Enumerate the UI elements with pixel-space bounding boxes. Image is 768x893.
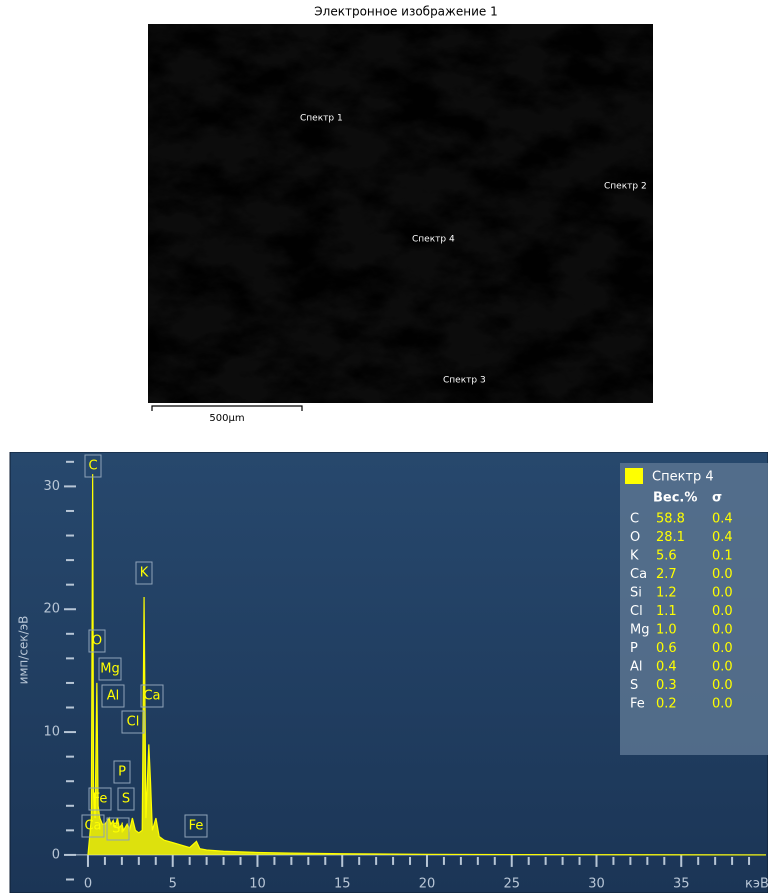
x-axis-label: кэВ: [745, 877, 768, 892]
legend-header: Вес.%: [653, 491, 697, 506]
legend-box: [620, 463, 768, 755]
legend-cell: 0.0: [712, 678, 733, 693]
peak-label: Si: [112, 822, 124, 837]
x-tick-label: 20: [419, 877, 436, 892]
peak-label-box: [140, 684, 164, 708]
peak-label: Fe: [93, 792, 108, 807]
spectrum-line: [87, 474, 767, 856]
y-axis-label: имп/сек/эВ: [17, 616, 31, 685]
peak-label: Mg: [100, 662, 119, 677]
legend-cell: 0.1: [712, 549, 733, 564]
x-tick-label: 35: [673, 877, 690, 892]
legend-cell: 28.1: [656, 530, 685, 545]
legend-cell: Ca: [630, 567, 647, 582]
image-title: Электронное изображение 1: [314, 5, 497, 19]
legend-cell: 0.3: [656, 678, 677, 693]
legend-cell: Fe: [630, 697, 645, 712]
peak-label-box: [84, 454, 102, 478]
legend-cell: 0.0: [712, 697, 733, 712]
legend-cell: 0.0: [712, 604, 733, 619]
x-tick-label: 30: [588, 877, 605, 892]
peak-label: P: [118, 765, 126, 780]
scale-bar-label: 500µm: [209, 413, 244, 424]
legend-cell: Cl: [630, 604, 643, 619]
peak-label-box: [88, 787, 112, 811]
legend-cell: 0.0: [712, 641, 733, 656]
peak-label-box: [101, 684, 125, 708]
sem-panel: Электронное изображение 1 Спектр 1 Спект…: [148, 5, 653, 424]
y-tick-label: 30: [43, 479, 60, 494]
peak-label: Fe: [189, 819, 204, 834]
peak-label: K: [140, 566, 149, 581]
peak-label-box: [121, 710, 145, 734]
peak-label-box: [81, 814, 105, 838]
legend-cell: 0.0: [712, 660, 733, 675]
peak-label: Ca: [143, 689, 160, 704]
peak-label-box: [106, 817, 130, 841]
spectrum-label: Спектр 3: [443, 376, 486, 386]
peak-label-box: [113, 760, 131, 784]
legend-cell: 2.7: [656, 567, 677, 582]
peak-label: Ca: [84, 819, 101, 834]
legend-cell: 0.0: [712, 623, 733, 638]
x-tick-label: 25: [503, 877, 520, 892]
peak-label: S: [122, 792, 130, 807]
legend-cell: O: [630, 530, 640, 545]
y-tick-label: 0: [52, 847, 60, 862]
x-tick-label: 0: [84, 877, 92, 892]
legend-cell: S: [630, 678, 638, 693]
peak-label: O: [92, 634, 102, 649]
peak-label: Cl: [127, 715, 140, 730]
legend-cell: 1.2: [656, 586, 677, 601]
y-tick-label: 20: [43, 602, 60, 617]
sem-texture: [148, 24, 653, 403]
x-tick-label: 15: [334, 877, 351, 892]
peak-label-box: [88, 629, 106, 653]
x-tick-label: 10: [249, 877, 266, 892]
legend-cell: 0.4: [712, 512, 733, 527]
legend-entry: Спектр 4: [652, 470, 714, 485]
legend-cell: 0.2: [656, 697, 677, 712]
spectrum-label: Спектр 2: [604, 182, 647, 192]
y-tick-label: 10: [43, 725, 60, 740]
legend-cell: Mg: [630, 623, 649, 638]
legend-header: σ: [712, 491, 722, 506]
legend-cell: Al: [630, 660, 643, 675]
legend-cell: 1.0: [656, 623, 677, 638]
legend-cell: 1.1: [656, 604, 677, 619]
x-tick-label: 5: [169, 877, 177, 892]
scale-bar: [151, 405, 303, 411]
legend-cell: 5.6: [656, 549, 677, 564]
peak-label-box: [98, 657, 122, 681]
peak-label-box: [135, 561, 153, 585]
legend-cell: 0.4: [656, 660, 677, 675]
legend-cell: 0.4: [712, 530, 733, 545]
legend-cell: 58.8: [656, 512, 685, 527]
legend-cell: P: [630, 641, 638, 656]
legend-cell: 0.0: [712, 567, 733, 582]
peak-label-box: [184, 814, 208, 838]
peak-label-box: [117, 787, 135, 811]
legend-cell: C: [630, 512, 639, 527]
legend-cell: K: [630, 549, 639, 564]
legend-cell: 0.0: [712, 586, 733, 601]
peak-label: C: [88, 459, 97, 474]
legend-cell: Si: [630, 586, 642, 601]
legend-cell: 0.6: [656, 641, 677, 656]
spectrum-label: Спектр 1: [300, 114, 343, 124]
spectrum-label: Спектр 4: [412, 235, 455, 245]
peak-label: Al: [107, 689, 120, 704]
legend-swatch: [625, 468, 643, 484]
